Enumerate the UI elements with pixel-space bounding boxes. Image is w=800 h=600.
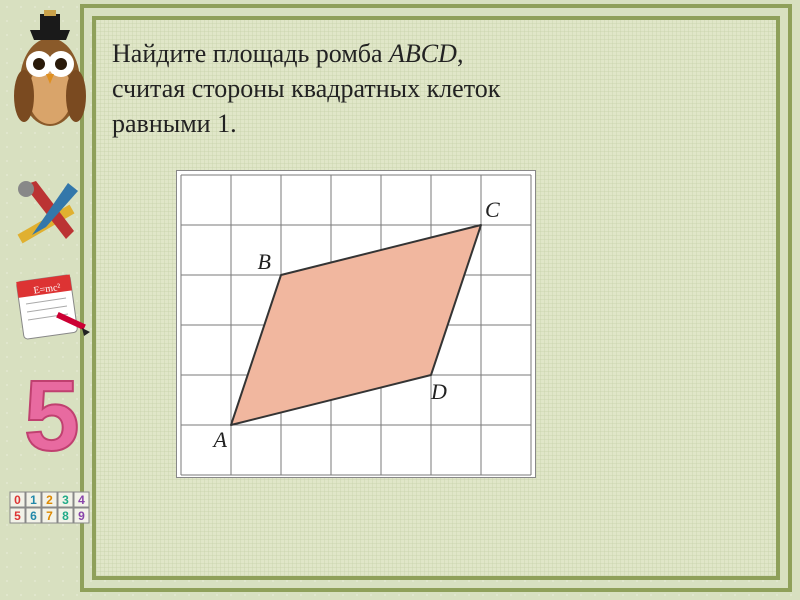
task-line3: равными 1. — [112, 109, 237, 138]
task-line1-prefix: Найдите площадь ромба — [112, 39, 389, 68]
svg-text:B: B — [258, 249, 271, 274]
figure-svg: A B C D — [177, 171, 535, 477]
svg-text:1: 1 — [30, 493, 37, 507]
owl-icon — [6, 6, 92, 146]
task-line1-suffix: , — [457, 39, 464, 68]
tools-icon — [6, 171, 92, 257]
svg-text:A: A — [212, 427, 228, 452]
svg-text:8: 8 — [62, 509, 69, 523]
svg-text:3: 3 — [62, 493, 69, 507]
svg-text:6: 6 — [30, 509, 37, 523]
svg-text:2: 2 — [46, 493, 53, 507]
svg-text:5: 5 — [14, 509, 21, 523]
task-text: Найдите площадь ромба ABCD, считая сторо… — [112, 36, 752, 141]
blocks-icon: 0 1 2 3 4 5 6 7 8 9 — [6, 486, 92, 558]
svg-text:5: 5 — [24, 360, 80, 472]
notepad-icon: E=mc² — [6, 264, 92, 350]
sidebar: E=mc² 5 0 1 2 3 4 5 6 7 8 9 — [6, 6, 92, 594]
task-line1-var: ABCD — [389, 39, 457, 68]
five-icon: 5 — [6, 358, 92, 478]
svg-text:4: 4 — [78, 493, 85, 507]
svg-text:9: 9 — [78, 509, 85, 523]
svg-text:7: 7 — [46, 509, 53, 523]
svg-text:C: C — [485, 197, 500, 222]
svg-text:0: 0 — [14, 493, 21, 507]
figure-panel: A B C D — [176, 170, 536, 478]
svg-text:D: D — [430, 379, 447, 404]
task-line2: считая стороны квадратных клеток — [112, 74, 500, 103]
